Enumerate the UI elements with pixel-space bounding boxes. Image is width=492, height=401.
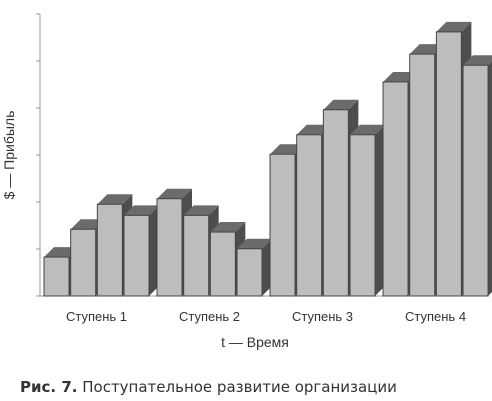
bar-top [237, 238, 273, 249]
bar-top [436, 21, 472, 32]
bar [435, 31, 462, 297]
bar-top [210, 222, 246, 233]
x-tick-label: Ступень 2 [179, 309, 240, 324]
figure-caption: Рис. 7. Поступательное развитие организа… [20, 378, 397, 396]
bar-top [463, 55, 492, 66]
bar [70, 228, 97, 297]
caption-label: Рис. 7. [20, 378, 78, 396]
x-tick-label: Ступень 3 [292, 309, 353, 324]
x-axis-title: t — Время [221, 334, 289, 350]
bar-top [124, 205, 160, 216]
bar-side [488, 61, 492, 296]
bar [382, 81, 409, 297]
bar [209, 231, 236, 297]
bar [349, 134, 376, 297]
bar [43, 256, 70, 297]
bar [296, 134, 323, 297]
bar [156, 198, 183, 297]
bar [322, 109, 349, 297]
x-tick-label: Ступень 1 [66, 309, 127, 324]
bar [236, 248, 263, 297]
chart: Ступень 1 Ступень 2 Ступень 3 Ступень 4 t — … [1, 13, 492, 350]
bar [462, 64, 489, 297]
bar [409, 53, 436, 297]
bar-top [97, 194, 133, 205]
x-tick-label: Ступень 4 [405, 309, 466, 324]
bar [123, 214, 150, 297]
bar-top [350, 124, 386, 135]
bar [269, 153, 296, 297]
y-axis-title: $ — Прибыль [1, 111, 17, 200]
bar-top [183, 205, 219, 216]
bar [96, 203, 123, 297]
bar [183, 214, 210, 297]
bar-top [157, 188, 193, 199]
bar-top [323, 99, 359, 110]
caption-text: Поступательное развитие организации [82, 378, 397, 396]
